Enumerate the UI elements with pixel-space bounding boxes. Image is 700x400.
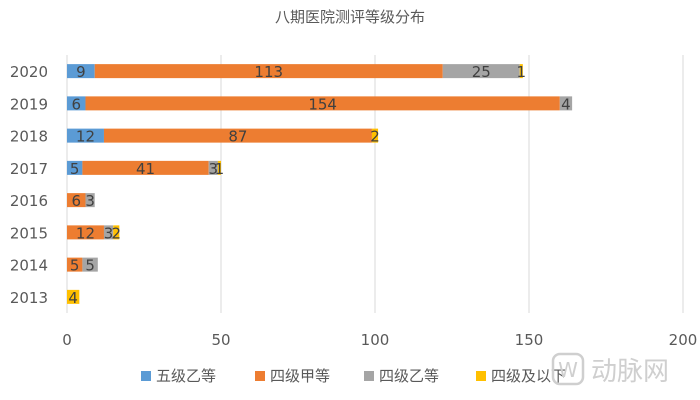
data-label-2015-series-3: 2 [112,224,122,242]
y-tick-label-2017: 2017 [10,160,48,178]
data-label-2019-series-2: 4 [561,95,571,113]
bar-2015-series-3 [113,225,120,240]
data-label-2020-series-2: 25 [472,63,491,81]
data-label-2013-series-3: 4 [68,289,78,307]
y-tick-label-2020: 2020 [10,63,48,81]
data-label-2019-series-0: 6 [71,95,81,113]
data-label-2018-series-0: 12 [76,128,95,146]
data-label-2017-series-2: 3 [209,160,219,178]
bar-2014-series-2 [82,257,98,272]
bar-2015-series-1 [67,225,104,240]
bar-2016-series-1 [67,193,86,208]
bar-2018-series-0 [67,128,104,143]
watermark: W 动脉网 [551,352,669,387]
bar-2017-series-2 [208,160,218,175]
y-axis-labels: 2013 2014 2015 2016 2017 2018 2019 2020 [10,63,48,307]
legend-label-0: 五级乙等 [156,367,216,385]
y-tick-label-2014: 2014 [10,257,48,275]
data-label-2017-series-0: 5 [70,160,80,178]
bar-2013-series-3 [67,289,80,304]
legend-swatch-0 [141,371,151,381]
bar-2020-series-2 [442,64,520,79]
legend-swatch-1 [255,371,265,381]
grid-lines [66,55,684,313]
bar-2017-series-3 [217,160,221,175]
y-tick-label-2019: 2019 [10,95,48,113]
bar-2018-series-1 [103,128,372,143]
watermark-logo-glyph: W [558,358,578,382]
legend-label-2: 四级乙等 [379,367,439,385]
bar-2020-series-0 [67,64,95,79]
data-label-2019-series-1: 154 [308,95,337,113]
data-label-2017-series-1: 41 [136,160,155,178]
bar-2019-series-0 [67,96,86,111]
data-label-2018-series-1: 87 [228,128,247,146]
y-tick-label-2013: 2013 [10,289,48,307]
bar-2017-series-0 [67,160,83,175]
data-label-2020-series-3: 1 [517,63,527,81]
data-label-2015-series-1: 12 [76,224,95,242]
bar-2020-series-3 [519,64,523,79]
data-label-2020-series-1: 113 [254,63,283,81]
data-label-2017-series-3: 1 [215,160,225,178]
data-label-2016-series-2: 3 [85,192,95,210]
bar-2019-series-2 [559,96,573,111]
legend-label-3: 四级及以下 [491,367,566,385]
bar-2015-series-2 [103,225,114,240]
x-tick-label-150: 150 [515,331,544,349]
x-tick-label-200: 200 [669,331,698,349]
bar-2016-series-2 [85,193,95,208]
legend-swatch-2 [364,371,374,381]
bar-2018-series-3 [371,128,379,143]
data-label-2020-series-0: 9 [76,63,86,81]
x-tick-label-50: 50 [211,331,230,349]
bar-2017-series-1 [82,160,209,175]
legend-swatch-3 [476,371,486,381]
x-tick-label-100: 100 [361,331,390,349]
data-label-2016-series-1: 6 [71,192,81,210]
data-label-2018-series-3: 2 [370,128,380,146]
data-label-2014-series-1: 5 [70,257,80,275]
legend-label-1: 四级甲等 [270,367,330,385]
legend: 五级乙等 四级甲等 四级乙等 四级及以下 [141,367,566,385]
bar-2020-series-1 [94,64,443,79]
bar-2014-series-1 [67,257,83,272]
data-label-2015-series-2: 3 [104,224,114,242]
x-tick-label-0: 0 [62,331,72,349]
y-tick-label-2018: 2018 [10,128,48,146]
data-label-2014-series-2: 5 [85,257,95,275]
x-axis-labels: 0 50 100 150 200 [62,331,697,349]
chart-title: 八期医院测评等级分布 [275,8,425,26]
bar-2019-series-1 [85,96,560,111]
y-tick-label-2015: 2015 [10,224,48,242]
watermark-text: 动脉网 [591,357,669,387]
dongmai-logo-icon [551,352,585,386]
y-tick-label-2016: 2016 [10,192,48,210]
